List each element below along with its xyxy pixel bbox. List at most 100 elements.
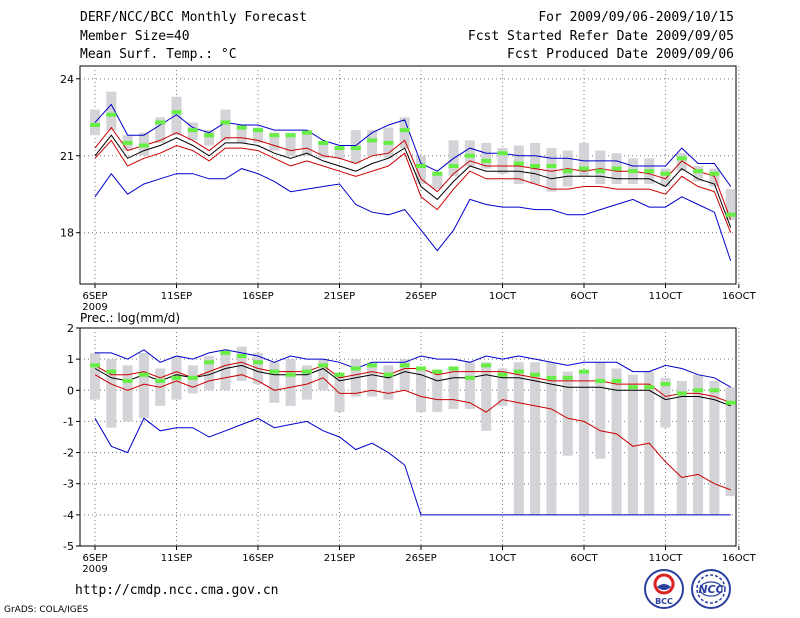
ensemble-marker [416, 366, 426, 371]
ensemble-marker [644, 169, 655, 174]
ensemble-marker [530, 372, 541, 377]
footer-url[interactable]: http://cmdp.ncc.cma.gov.cn [75, 583, 279, 598]
ensemble-box [399, 359, 410, 391]
ensemble-marker [334, 146, 345, 151]
ensemble-marker [627, 385, 638, 390]
ensemble-marker [367, 363, 378, 368]
ensemble-box [432, 173, 443, 190]
ensemble-marker [676, 156, 687, 161]
ensemble-box [318, 359, 329, 391]
ensemble-box [513, 362, 524, 515]
ensemble-marker [562, 375, 573, 380]
ensemble-box [416, 155, 426, 184]
ensemble-box [611, 368, 622, 515]
refer-date: Fcst Started Refer Date 2009/09/05 [467, 29, 734, 44]
ensemble-box [334, 148, 345, 159]
x-tick-label: 11OCT [649, 553, 684, 564]
series-line-upper [94, 126, 732, 221]
ensemble-marker [187, 128, 198, 133]
ensemble-marker [269, 369, 280, 374]
ensemble-box [725, 189, 736, 220]
ensemble-marker [171, 375, 182, 380]
ensemble-box [595, 150, 606, 184]
ensemble-marker [138, 372, 149, 377]
ensemble-marker [90, 363, 100, 368]
ensemble-box [676, 380, 687, 515]
ensemble-box [236, 124, 247, 143]
ensemble-marker [106, 369, 117, 374]
ensemble-box [399, 117, 410, 149]
ensemble-marker [627, 169, 638, 174]
ensemble-box [497, 368, 508, 406]
ncc-logo-text: NCC [698, 583, 723, 596]
ensemble-box [579, 371, 589, 515]
ensemble-marker [448, 164, 459, 169]
ensemble-marker [90, 122, 100, 127]
series-line-lower [94, 374, 731, 491]
ensemble-marker [432, 171, 443, 176]
ensemble-marker [660, 171, 671, 176]
y-tick-label: -4 [63, 509, 74, 522]
ensemble-marker [497, 151, 508, 156]
ensemble-marker [513, 369, 524, 374]
y-tick-label: 2 [67, 322, 74, 335]
ensemble-box [676, 153, 687, 172]
series-line-min [94, 417, 731, 516]
ensemble-marker [611, 166, 622, 171]
ensemble-box [301, 365, 312, 400]
ensemble-marker [693, 169, 704, 174]
ensemble-marker [546, 164, 557, 169]
ensemble-box [318, 142, 329, 159]
ensemble-box [220, 349, 231, 391]
ensemble-marker [122, 378, 133, 383]
ensemble-box [464, 140, 475, 167]
ensemble-box [627, 374, 638, 515]
ensemble-box [155, 117, 166, 143]
ensemble-marker [693, 388, 704, 393]
ensemble-marker [497, 372, 508, 377]
ensemble-marker [448, 366, 459, 371]
ensemble-marker [204, 360, 215, 365]
ensemble-marker [709, 171, 720, 176]
x-tick-label: 16OCT [722, 291, 757, 302]
ensemble-box [204, 356, 215, 391]
series-line-mean [94, 364, 731, 407]
ensemble-marker [318, 363, 329, 368]
member-size: Member Size=40 [80, 29, 190, 44]
ensemble-marker [513, 161, 524, 166]
ensemble-marker [432, 369, 443, 374]
ensemble-marker [383, 140, 394, 145]
series-line-upper [94, 361, 731, 404]
ensemble-box [530, 142, 541, 184]
ensemble-marker [464, 375, 475, 380]
x-tick-label: 1OCT [489, 553, 517, 564]
ensemble-marker [481, 363, 492, 368]
x-tick-label: 6SEP [82, 553, 107, 564]
ensemble-marker [725, 212, 736, 217]
ensemble-box [660, 377, 671, 428]
ensemble-box [383, 365, 394, 400]
ensemble-box [90, 352, 100, 400]
ensemble-marker [171, 110, 182, 115]
series-line-mean [94, 134, 732, 228]
ensemble-marker [301, 130, 312, 135]
y-tick-label: -1 [63, 415, 74, 428]
ensemble-box [497, 148, 508, 174]
ensemble-box [416, 368, 426, 413]
chart-title: DERF/NCC/BCC Monthly Forecast [80, 10, 307, 25]
y-tick-label: 21 [60, 150, 74, 163]
ensemble-marker [285, 133, 296, 138]
ensemble-box [546, 362, 557, 515]
ensemble-box [122, 365, 133, 422]
ensemble-marker [579, 166, 589, 171]
x-tick-label: 21SEP [324, 553, 355, 564]
x-tick-label: 1OCT [489, 291, 517, 302]
ensemble-marker [236, 125, 247, 130]
ensemble-marker [334, 372, 345, 377]
ensemble-box [171, 96, 182, 136]
ensemble-marker [464, 153, 475, 158]
ensemble-marker [220, 120, 231, 125]
ensemble-marker [138, 143, 149, 148]
grads-credit: GrADS: COLA/IGES [4, 605, 89, 615]
ensemble-marker [367, 138, 378, 143]
